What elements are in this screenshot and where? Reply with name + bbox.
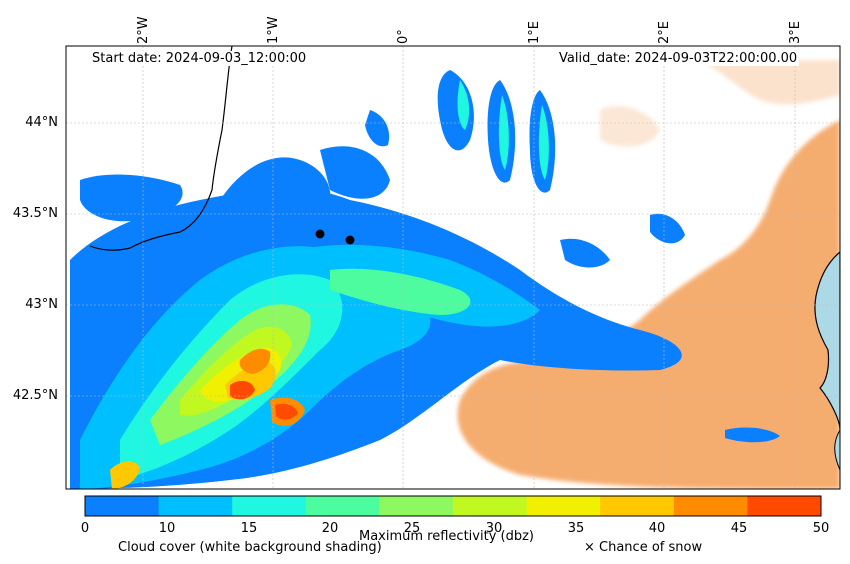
location-marker-1 [315, 229, 325, 239]
colorbar-bin-7 [600, 496, 675, 516]
colorbar-tick-45: 45 [730, 521, 748, 536]
colorbar-bin-9 [747, 496, 822, 516]
colorbar-tick-40: 40 [648, 521, 666, 536]
colorbar-tick-30: 30 [485, 521, 503, 536]
colorbar-bin-1 [158, 496, 233, 516]
colorbar-frame [84, 495, 822, 517]
colorbar-tick-20: 20 [321, 521, 339, 536]
colorbar-tick-15: 15 [240, 521, 258, 536]
lat-tick-43-5n: 43.5°N [12, 206, 58, 221]
gridlines [66, 46, 840, 489]
lat-tick-43n: 43°N [25, 297, 58, 312]
colorbar-tick-35: 35 [567, 521, 585, 536]
valid-date-label: Valid_date: 2024-09-03T22:00:00.00 [557, 51, 800, 66]
sea-area [814, 251, 840, 431]
cloud-cover-legend: Cloud cover (white background shading) [118, 540, 382, 555]
map-frame [65, 45, 841, 490]
lon-tick-0: 0° [396, 29, 411, 44]
lon-tick-2w: 2°W [136, 16, 151, 44]
colorbar-bin-5 [453, 496, 528, 516]
lon-tick-2e: 2°E [657, 21, 672, 44]
coastline [89, 46, 233, 251]
lon-tick-1e: 1°E [527, 21, 542, 44]
start-date-label: Start date: 2024-09-03_12:00:00 [90, 51, 309, 66]
lon-tick-1w: 1°W [266, 16, 281, 44]
lat-tick-44n: 44°N [25, 115, 58, 130]
colorbar-tick-10: 10 [158, 521, 176, 536]
colorbar-bin-8 [673, 496, 748, 516]
location-marker-2 [345, 235, 355, 245]
colorbar-bin-4 [379, 496, 454, 516]
colorbar-tick-0: 0 [80, 521, 90, 536]
colorbar-bin-2 [232, 496, 307, 516]
snow-legend: × Chance of snow [584, 540, 703, 555]
land-shading [457, 60, 840, 489]
colorbar-tick-50: 50 [812, 521, 830, 536]
lat-tick-42-5n: 42.5°N [12, 388, 58, 403]
lon-tick-3e: 3°E [788, 21, 803, 44]
reflectivity-field [70, 70, 780, 489]
colorbar-bin-6 [526, 496, 601, 516]
colorbar-bin-0 [85, 496, 160, 516]
colorbar-tick-25: 25 [403, 521, 421, 536]
colorbar [85, 496, 822, 516]
colorbar-label: Maximum reflectivity (dbz) [359, 529, 534, 544]
colorbar-bin-3 [305, 496, 380, 516]
